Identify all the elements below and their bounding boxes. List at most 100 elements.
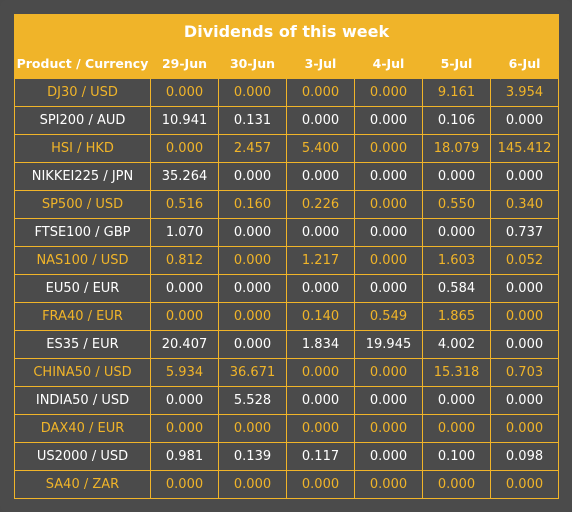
- dividend-cell: 10.941: [150, 106, 219, 135]
- dividend-cell: 0.000: [354, 190, 423, 219]
- dividend-cell: 0.000: [150, 78, 219, 107]
- dividend-cell: 145.412: [489, 134, 560, 163]
- dividend-cell: 0.000: [150, 302, 219, 331]
- header-date: 3-Jul: [286, 47, 355, 79]
- dividend-cell: 0.226: [286, 190, 355, 219]
- dividend-cell: 0.000: [422, 470, 491, 499]
- dividend-cell: 0.140: [286, 302, 355, 331]
- dividend-cell: 9.161: [422, 78, 491, 107]
- dividend-cell: 0.000: [218, 330, 287, 359]
- dividend-cell: 18.079: [422, 134, 491, 163]
- dividend-cell: 0.000: [489, 470, 560, 499]
- dividend-cell: 0.000: [218, 414, 287, 443]
- dividend-cell: 0.000: [150, 274, 219, 303]
- table-row: SA40 / ZAR 0.000 0.000 0.000 0.000 0.000 0.000: [14, 470, 560, 499]
- dividend-cell: 0.052: [489, 246, 560, 275]
- dividend-cell: 0.100: [422, 442, 491, 471]
- dividend-cell: 36.671: [218, 358, 287, 387]
- header-date: 29-Jun: [150, 47, 219, 79]
- product-cell: ES35 / EUR: [14, 330, 151, 359]
- dividend-cell: 0.000: [489, 386, 560, 415]
- dividend-cell: 1.070: [150, 218, 219, 247]
- table-row: CHINA50 / USD 5.934 36.671 0.000 0.000 15.318…: [14, 358, 560, 387]
- dividend-cell: 0.550: [422, 190, 491, 219]
- dividend-cell: 0.000: [489, 274, 560, 303]
- table-row: DAX40 / EUR 0.000 0.000 0.000 0.000 0.000 0.00…: [14, 414, 560, 443]
- dividend-cell: 0.000: [354, 470, 423, 499]
- dividend-cell: 5.400: [286, 134, 355, 163]
- dividend-cell: 0.000: [354, 386, 423, 415]
- dividend-cell: 0.000: [489, 414, 560, 443]
- table-row: HSI / HKD 0.000 2.457 5.400 0.000 18.079 145.4…: [14, 134, 560, 163]
- dividend-cell: 0.000: [354, 414, 423, 443]
- table-body: DJ30 / USD 0.000 0.000 0.000 0.000 9.161 3.954…: [14, 78, 560, 499]
- header-date: 4-Jul: [354, 47, 423, 79]
- dividend-cell: 0.000: [218, 162, 287, 191]
- product-cell: HSI / HKD: [14, 134, 151, 163]
- dividend-cell: 0.000: [218, 218, 287, 247]
- dividend-cell: 0.000: [218, 246, 287, 275]
- table-row: SPI200 / AUD 10.941 0.131 0.000 0.000 0.106 0.…: [14, 106, 560, 135]
- dividend-cell: 5.934: [150, 358, 219, 387]
- dividend-cell: 0.737: [489, 218, 560, 247]
- dividend-cell: 0.000: [286, 414, 355, 443]
- table-row: NIKKEI225 / JPN 35.264 0.000 0.000 0.000 0.00…: [14, 162, 560, 191]
- table-row: FRA40 / EUR 0.000 0.000 0.140 0.549 1.865 0.00…: [14, 302, 560, 331]
- dividend-cell: 0.000: [489, 106, 560, 135]
- dividend-cell: 0.000: [150, 134, 219, 163]
- header-date: 30-Jun: [218, 47, 287, 79]
- dividend-cell: 0.340: [489, 190, 560, 219]
- header-date: 5-Jul: [422, 47, 491, 79]
- dividend-cell: 0.000: [286, 358, 355, 387]
- dividend-cell: 0.000: [354, 246, 423, 275]
- product-cell: INDIA50 / USD: [14, 386, 151, 415]
- dividend-cell: 1.834: [286, 330, 355, 359]
- header-product: Product / Currency: [14, 47, 151, 79]
- dividend-cell: 0.000: [489, 302, 560, 331]
- product-cell: DAX40 / EUR: [14, 414, 151, 443]
- dividend-cell: 0.812: [150, 246, 219, 275]
- product-cell: SPI200 / AUD: [14, 106, 151, 135]
- dividend-cell: 0.000: [218, 78, 287, 107]
- header-date: 6-Jul: [489, 47, 560, 79]
- product-cell: NIKKEI225 / JPN: [14, 162, 151, 191]
- product-cell: CHINA50 / USD: [14, 358, 151, 387]
- product-cell: SA40 / ZAR: [14, 470, 151, 499]
- table-row: US2000 / USD 0.981 0.139 0.117 0.000 0.100 0.0…: [14, 442, 560, 471]
- dividend-cell: 0.000: [422, 414, 491, 443]
- dividend-cell: 0.549: [354, 302, 423, 331]
- dividend-cell: 0.981: [150, 442, 219, 471]
- dividend-cell: 3.954: [489, 78, 560, 107]
- table-title: Dividends of this week: [13, 14, 560, 48]
- dividend-cell: 1.865: [422, 302, 491, 331]
- dividend-cell: 0.000: [354, 358, 423, 387]
- dividend-cell: 0.000: [286, 162, 355, 191]
- dividend-cell: 0.000: [218, 302, 287, 331]
- dividend-cell: 1.217: [286, 246, 355, 275]
- dividend-cell: 0.000: [286, 106, 355, 135]
- dividend-cell: 0.000: [354, 274, 423, 303]
- dividend-cell: 0.000: [354, 106, 423, 135]
- dividend-cell: 0.000: [286, 470, 355, 499]
- dividend-cell: 0.106: [422, 106, 491, 135]
- table-row: EU50 / EUR 0.000 0.000 0.000 0.000 0.584 0.000: [14, 274, 560, 303]
- dividend-cell: 0.000: [422, 162, 491, 191]
- dividend-cell: 4.002: [422, 330, 491, 359]
- table-row: DJ30 / USD 0.000 0.000 0.000 0.000 9.161 3.954: [14, 78, 560, 107]
- dividend-cell: 0.584: [422, 274, 491, 303]
- dividend-cell: 0.000: [422, 218, 491, 247]
- table-row: NAS100 / USD 0.812 0.000 1.217 0.000 1.603 0.0…: [14, 246, 560, 275]
- dividend-cell: 0.000: [286, 386, 355, 415]
- dividend-cell: 0.098: [489, 442, 560, 471]
- dividend-cell: 0.000: [354, 442, 423, 471]
- product-cell: US2000 / USD: [14, 442, 151, 471]
- dividend-cell: 0.000: [354, 134, 423, 163]
- product-cell: SP500 / USD: [14, 190, 151, 219]
- dividend-cell: 0.000: [286, 218, 355, 247]
- table-row: ES35 / EUR 20.407 0.000 1.834 19.945 4.002 0.0…: [14, 330, 560, 359]
- dividends-table: Dividends of this week Product / Currenc…: [13, 14, 560, 499]
- product-cell: NAS100 / USD: [14, 246, 151, 275]
- dividend-cell: 0.000: [286, 78, 355, 107]
- dividend-cell: 0.000: [150, 386, 219, 415]
